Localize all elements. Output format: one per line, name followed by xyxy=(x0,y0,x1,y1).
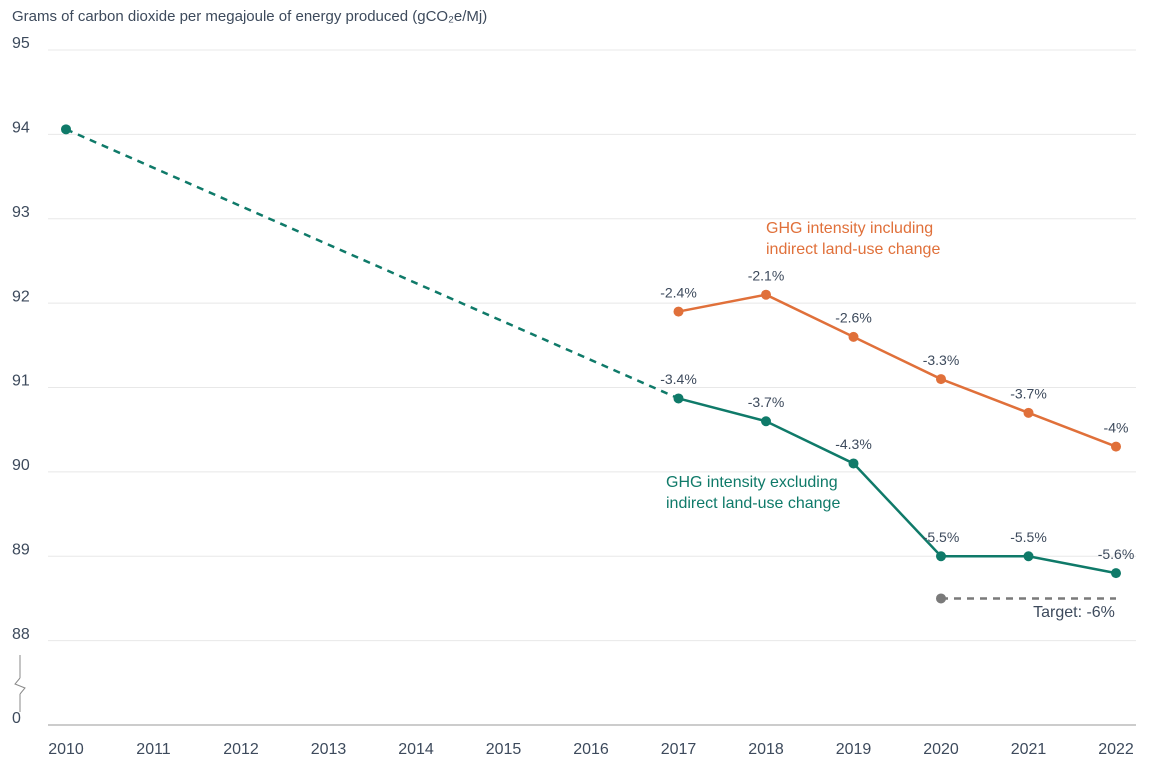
series-label: GHG intensity excluding xyxy=(666,474,838,491)
point xyxy=(1023,551,1034,562)
point xyxy=(936,374,946,385)
change-label: -2.6% xyxy=(835,310,872,326)
series-line xyxy=(678,293,1117,448)
x-tick-label: 2016 xyxy=(573,741,609,758)
point xyxy=(936,551,946,562)
chart-title: Grams of carbon dioxide per megajoule of… xyxy=(12,8,487,25)
y-tick-label: 94 xyxy=(12,120,30,137)
change-label: -3.4% xyxy=(660,371,697,387)
change-label: -2.4% xyxy=(660,284,697,300)
change-label: -3.7% xyxy=(1010,386,1047,402)
change-label: -2.1% xyxy=(748,267,785,283)
point xyxy=(936,593,946,604)
point xyxy=(761,289,771,300)
point xyxy=(673,306,684,317)
point xyxy=(673,393,684,404)
point xyxy=(848,331,859,342)
x-tick-label: 2013 xyxy=(311,741,347,758)
change-label: -4.3% xyxy=(835,436,872,452)
point xyxy=(61,124,71,135)
change-label: -3.7% xyxy=(748,394,785,410)
point xyxy=(848,458,859,469)
x-tick-label: 2018 xyxy=(748,741,784,758)
x-tick-label: 2015 xyxy=(486,741,522,758)
series-label: indirect land-use change xyxy=(766,241,940,258)
series-line xyxy=(678,397,1117,575)
axis-break xyxy=(14,655,26,712)
point xyxy=(1111,441,1121,452)
y-tick-label: 93 xyxy=(12,204,30,221)
x-tick-label: 2010 xyxy=(48,741,84,758)
y-tick-label: 95 xyxy=(12,35,30,52)
x-tick-label: 2022 xyxy=(1098,741,1134,758)
change-label: -5.5% xyxy=(923,529,960,545)
y-tick-label: 89 xyxy=(12,541,30,558)
point xyxy=(761,416,771,427)
gap-connector xyxy=(65,128,680,400)
y-tick-label: 92 xyxy=(12,288,30,305)
series-label: indirect land-use change xyxy=(666,495,840,512)
point xyxy=(1111,568,1121,579)
x-tick-label: 2021 xyxy=(1011,741,1047,758)
series-label: Target: -6% xyxy=(1033,604,1115,621)
x-tick-label: 2012 xyxy=(223,741,259,758)
x-tick-label: 2011 xyxy=(136,741,171,758)
change-label: -3.3% xyxy=(923,352,960,368)
change-label: -5.5% xyxy=(1010,529,1047,545)
x-tick-label: 2014 xyxy=(398,741,434,758)
y-tick-label: 91 xyxy=(12,373,30,390)
change-label: -4% xyxy=(1104,419,1129,435)
point xyxy=(1023,407,1034,418)
x-tick-label: 2020 xyxy=(923,741,959,758)
series-label: GHG intensity including xyxy=(766,220,933,237)
change-label: -5.6% xyxy=(1098,546,1135,562)
y-tick-label: 0 xyxy=(12,710,21,727)
y-tick-label: 90 xyxy=(12,457,30,474)
x-tick-label: 2017 xyxy=(661,741,697,758)
x-tick-label: 2019 xyxy=(836,741,872,758)
y-tick-label: 88 xyxy=(12,626,30,643)
